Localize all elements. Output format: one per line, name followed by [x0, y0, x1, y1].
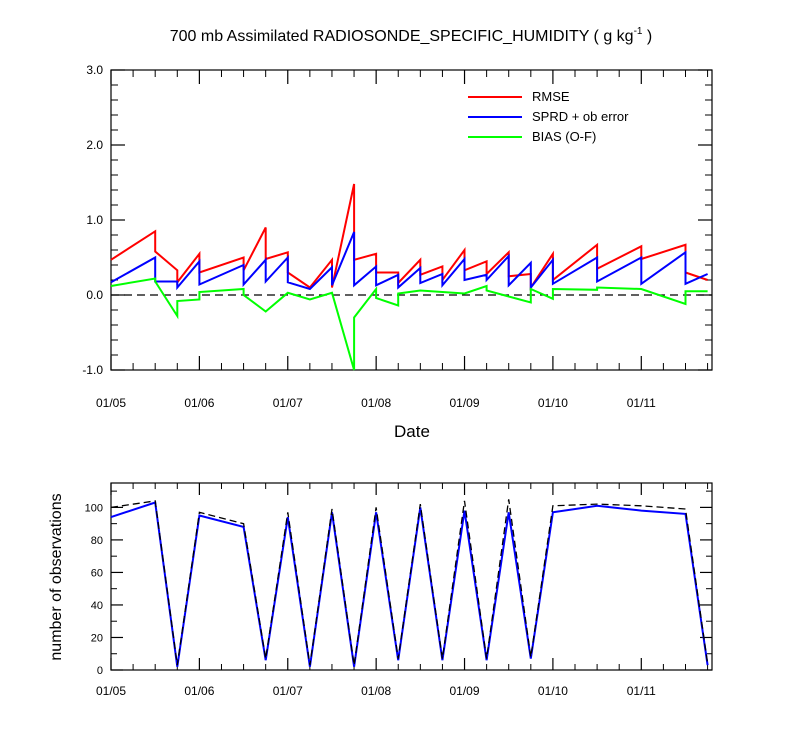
- bottom-chart: 01/05 01/06 01/07 01/08 01/09 01/10 01/11 0 20 40…: [48, 482, 713, 698]
- x-tick-label: 01/08: [361, 396, 391, 410]
- x-tick-label: 01/10: [538, 396, 568, 410]
- top-plot-area: 01/05 01/06 01/07 01/08 01/09 01/10 01/11 3.0 2.…: [82, 63, 713, 410]
- x-tick-label: 01/08: [361, 684, 391, 698]
- y-tick-label: -1.0: [82, 363, 103, 377]
- top-chart: 700 mb Assimilated RADIOSONDE_SPECIFIC_H…: [82, 26, 713, 441]
- series-line-assimilated: [110, 501, 709, 667]
- plot-frame: [110, 482, 713, 671]
- series-line-bias-o-f-: [110, 277, 708, 371]
- legend-label: RMSE: [532, 89, 570, 104]
- legend-label: SPRD + ob error: [532, 109, 629, 124]
- y-tick-label: 1.0: [86, 213, 103, 227]
- y-tick-label: 2.0: [86, 138, 103, 152]
- x-tick-label: 01/06: [184, 396, 214, 410]
- y-axis-label: number of observations: [48, 493, 65, 660]
- y-tick-label: 0: [97, 665, 103, 677]
- y-tick-label: 80: [91, 535, 103, 547]
- x-tick-label: 01/07: [273, 684, 303, 698]
- series-line-rmse: [110, 183, 708, 291]
- y-tick-label: 40: [91, 600, 103, 612]
- x-tick-label: 01/11: [627, 396, 656, 410]
- x-tick-label: 01/11: [627, 684, 656, 698]
- x-tick-label: 01/09: [450, 684, 480, 698]
- y-tick-label: 3.0: [86, 63, 103, 77]
- x-tick-label: 01/06: [184, 684, 214, 698]
- x-tick-label: 01/10: [538, 684, 568, 698]
- x-tick-label: 01/07: [273, 396, 303, 410]
- y-tick-label: 20: [91, 632, 103, 644]
- legend-label: BIAS (O-F): [532, 129, 596, 144]
- bottom-plot-area: 01/05 01/06 01/07 01/08 01/09 01/10 01/11 0 20 40…: [85, 482, 713, 698]
- chart-title: 700 mb Assimilated RADIOSONDE_SPECIFIC_H…: [170, 26, 653, 45]
- legend: RMSE SPRD + ob error BIAS (O-F): [468, 89, 629, 144]
- series-line-possible: [110, 499, 709, 666]
- x-axis-label: Date: [394, 422, 430, 441]
- series-line-sprd-ob-error: [110, 231, 709, 291]
- y-tick-label: 60: [91, 567, 103, 579]
- y-tick-label: 0.0: [86, 288, 103, 302]
- y-tick-label: 100: [85, 502, 103, 514]
- x-tick-label: 01/05: [96, 684, 126, 698]
- x-tick-label: 01/09: [450, 396, 480, 410]
- x-tick-label: 01/05: [96, 396, 126, 410]
